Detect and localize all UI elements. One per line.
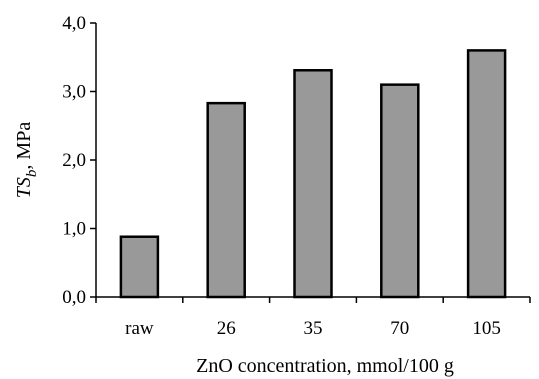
y-axis-label-unit: , MPa: [13, 122, 35, 170]
x-tick-label-26: 26: [217, 318, 236, 339]
bar-raw: [119, 235, 160, 299]
x-axis-label: ZnO concentration, mmol/100 g: [196, 355, 454, 377]
y-axis-ticks: 0,0 1,0 2,0 3,0 4,0: [62, 13, 96, 308]
x-tick-label-35: 35: [304, 318, 323, 339]
y-axis-label-subscript: b: [24, 169, 40, 177]
y-tick-label: 0,0: [62, 287, 86, 308]
y-tick-label: 2,0: [62, 150, 86, 171]
x-axis-ticks: raw 26 35 70 105: [95, 297, 531, 339]
y-tick-label: 1,0: [62, 219, 86, 240]
bar-105: [466, 49, 507, 299]
bar-26: [206, 101, 246, 299]
bar-70: [380, 83, 420, 299]
x-tick-label-raw: raw: [125, 318, 154, 339]
y-tick-label: 4,0: [62, 13, 86, 34]
bars-group: [119, 49, 507, 299]
x-tick-label-105: 105: [472, 318, 501, 339]
y-tick-label: 3,0: [62, 82, 86, 103]
y-axis-label: TSb, MPa: [13, 122, 40, 199]
y-axis-label-main: TS: [13, 177, 35, 198]
x-tick-label-70: 70: [390, 318, 409, 339]
bar-35: [293, 69, 333, 299]
